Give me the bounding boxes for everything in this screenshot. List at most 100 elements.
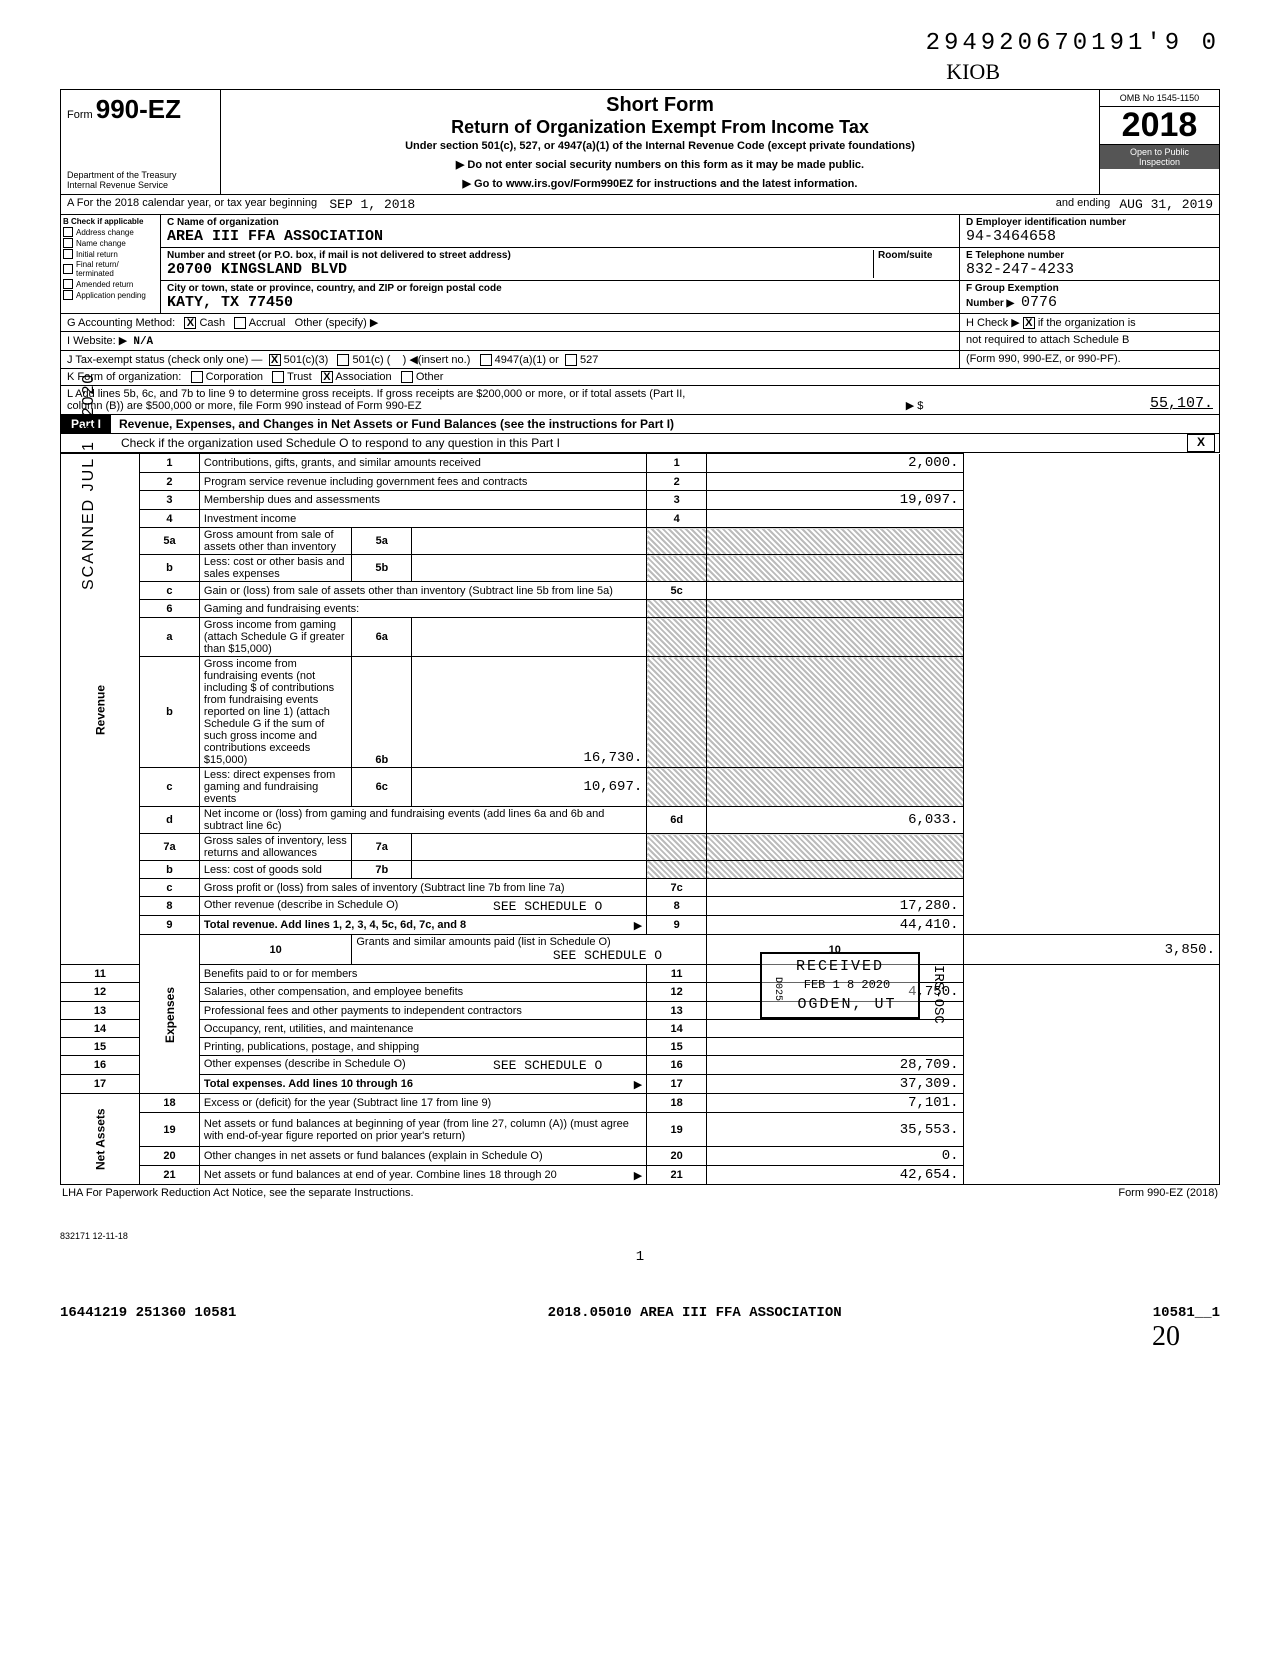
- line-2-num2: 2: [647, 473, 707, 491]
- line-19-num2: 19: [647, 1113, 707, 1147]
- line-6b-num: b: [140, 657, 200, 768]
- line-10-num: 10: [199, 935, 351, 965]
- chk-cash[interactable]: X: [184, 317, 196, 329]
- lbl-group-exemption: F Group Exemption: [966, 283, 1213, 294]
- line-5c-num: c: [140, 582, 200, 600]
- chk-corp[interactable]: [191, 371, 203, 383]
- form-prefix: Form: [67, 109, 93, 121]
- chk-amended-return[interactable]: [63, 279, 73, 289]
- line-7c-desc: Gross profit or (loss) from sales of inv…: [199, 879, 646, 897]
- city: KATY, TX 77450: [167, 294, 953, 311]
- line-9-num: 9: [140, 916, 200, 935]
- chk-initial-return[interactable]: [63, 249, 73, 259]
- line-7a-shade2: [707, 834, 963, 861]
- line-21-arrow: ▶: [634, 1169, 642, 1182]
- line-3-desc: Membership dues and assessments: [199, 491, 646, 510]
- tax-year-end: AUG 31, 2019: [1119, 197, 1213, 212]
- line-9-desc: Total revenue. Add lines 1, 2, 3, 4, 5c,…: [199, 916, 646, 935]
- line-6a-inum: 6a: [352, 618, 412, 657]
- chk-schedule-o[interactable]: X: [1187, 434, 1215, 452]
- line-21-desc: Net assets or fund balances at end of ye…: [199, 1166, 646, 1185]
- line-6c-shade1: [647, 768, 707, 807]
- line-11-num2: 11: [647, 965, 707, 983]
- lbl-h-check: H Check ▶: [966, 317, 1020, 329]
- lines-table: Revenue 1 Contributions, gifts, grants, …: [60, 453, 1220, 1185]
- line-18-num: 18: [140, 1094, 200, 1113]
- line-5b-shade1: [647, 555, 707, 582]
- line-14-desc: Occupancy, rent, utilities, and maintena…: [199, 1020, 646, 1038]
- line-7c-num: c: [140, 879, 200, 897]
- form-instr-2: ▶ Go to www.irs.gov/Form990EZ for instru…: [229, 177, 1091, 190]
- line-5b-num: b: [140, 555, 200, 582]
- row-a-mid: and ending: [1056, 197, 1110, 212]
- line-13-desc: Professional fees and other payments to …: [199, 1002, 646, 1020]
- chk-4947[interactable]: [480, 354, 492, 366]
- line-5b-iamt: [412, 555, 647, 582]
- lbl-final-return: Final return/ terminated: [76, 260, 158, 278]
- line-12-desc: Salaries, other compensation, and employ…: [199, 983, 646, 1002]
- form-instr-1: ▶ Do not enter social security numbers o…: [229, 158, 1091, 171]
- lbl-org-name: C Name of organization: [167, 217, 953, 228]
- line-16-note: SEE SCHEDULE O: [493, 1058, 642, 1073]
- sidelabel-revenue: Revenue: [61, 454, 140, 965]
- phone: 832-247-4233: [966, 261, 1213, 278]
- line-6b-shade1: [647, 657, 707, 768]
- row-a-tax-year: A For the 2018 calendar year, or tax yea…: [60, 195, 1220, 215]
- chk-h[interactable]: X: [1023, 317, 1035, 329]
- line-7b-inum: 7b: [352, 861, 412, 879]
- lbl-accrual: Accrual: [249, 317, 286, 329]
- chk-527[interactable]: [565, 354, 577, 366]
- line-17-num2: 17: [647, 1075, 707, 1094]
- line-6a-iamt: [412, 618, 647, 657]
- chk-application-pending[interactable]: [63, 290, 73, 300]
- page-number: 1: [60, 1249, 1220, 1265]
- line-21-amt: 42,654.: [707, 1166, 963, 1185]
- line-19-num: 19: [140, 1113, 200, 1147]
- chk-address-change[interactable]: [63, 227, 73, 237]
- chk-other-org[interactable]: [401, 371, 413, 383]
- line-17-num: 17: [61, 1075, 140, 1094]
- chk-trust[interactable]: [272, 371, 284, 383]
- lbl-amended-return: Amended return: [76, 280, 133, 289]
- line-8-text: Other revenue (describe in Schedule O): [204, 899, 398, 911]
- block-b-through-f: B Check if applicable Address change Nam…: [60, 215, 1220, 314]
- line-9-arrow: ▶: [634, 919, 642, 932]
- h-line2: not required to attach Schedule B: [959, 332, 1219, 350]
- line-7a-desc: Gross sales of inventory, less returns a…: [199, 834, 351, 861]
- line-7a-iamt: [412, 834, 647, 861]
- lbl-other-org: Other: [416, 371, 444, 383]
- form-header: Form 990-EZ Department of the Treasury I…: [60, 89, 1220, 195]
- line-19-desc: Net assets or fund balances at beginning…: [199, 1113, 646, 1147]
- line-15-num: 15: [61, 1038, 140, 1056]
- bottom-right: 10581__1: [1153, 1305, 1220, 1321]
- row-g-h: G Accounting Method: X Cash Accrual Othe…: [60, 314, 1220, 332]
- chk-final-return[interactable]: [63, 264, 73, 274]
- line-7b-shade1: [647, 861, 707, 879]
- chk-assoc[interactable]: X: [321, 371, 333, 383]
- chk-name-change[interactable]: [63, 238, 73, 248]
- line-5c-num2: 5c: [647, 582, 707, 600]
- chk-501c[interactable]: [337, 354, 349, 366]
- footer-code: 832171 12-11-18: [60, 1231, 1220, 1241]
- line-17-amt: 37,309.: [707, 1075, 963, 1094]
- lbl-website: I Website: ▶: [67, 335, 127, 347]
- line-14-num2: 14: [647, 1020, 707, 1038]
- lbl-4947: 4947(a)(1) or: [495, 354, 559, 366]
- line-16-desc: Other expenses (describe in Schedule O) …: [199, 1056, 646, 1075]
- line-6-shade2: [707, 600, 963, 618]
- group-number: 0776: [1021, 294, 1057, 311]
- line-12-num2: 12: [647, 983, 707, 1002]
- form-subtitle: Under section 501(c), 527, or 4947(a)(1)…: [229, 140, 1091, 152]
- chk-501c3[interactable]: X: [269, 354, 281, 366]
- handwritten-bottom: 20: [60, 1321, 1220, 1353]
- form-number: 990-EZ: [96, 94, 181, 124]
- chk-accrual[interactable]: [234, 317, 246, 329]
- lbl-application-pending: Application pending: [76, 291, 146, 300]
- part-1-subtitle: Check if the organization used Schedule …: [61, 434, 1187, 452]
- line-6d-amt: 6,033.: [707, 807, 963, 834]
- line-18-amt: 7,101.: [707, 1094, 963, 1113]
- line-6a-desc: Gross income from gaming (attach Schedul…: [199, 618, 351, 657]
- row-a-label: A For the 2018 calendar year, or tax yea…: [67, 197, 317, 212]
- line-6c-shade2: [707, 768, 963, 807]
- bottom-left: 16441219 251360 10581: [60, 1305, 236, 1321]
